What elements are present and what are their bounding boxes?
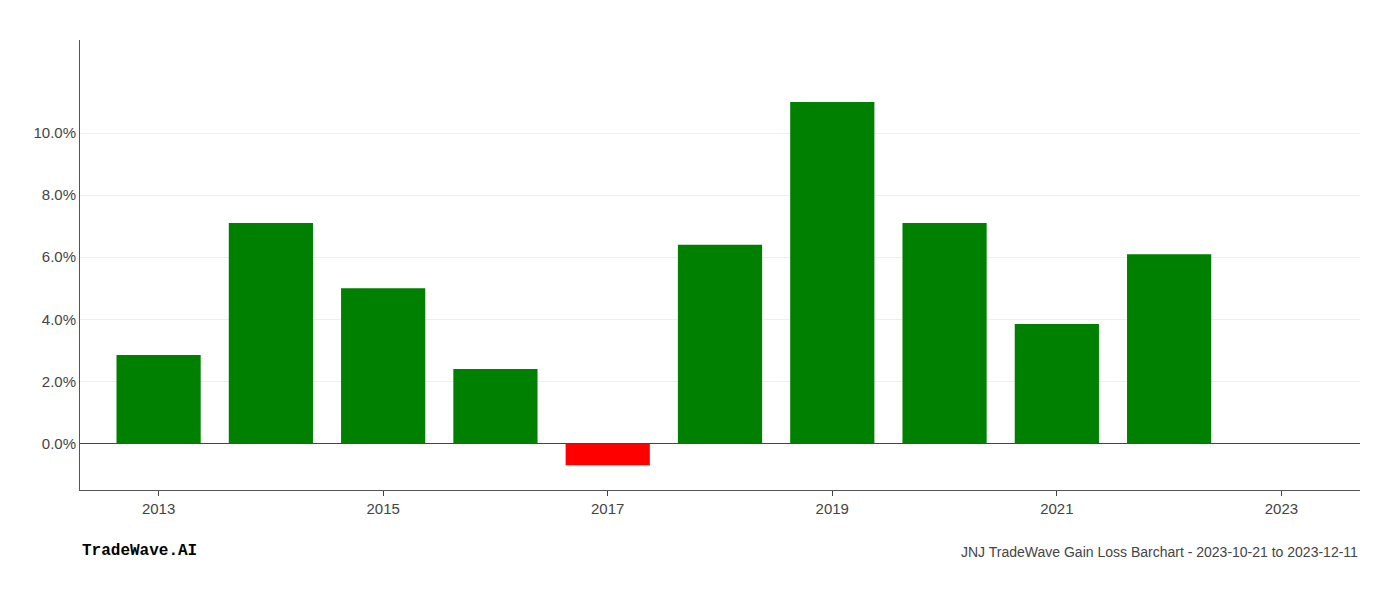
svg-text:2019: 2019 [816, 500, 849, 517]
svg-text:8.0%: 8.0% [42, 186, 76, 203]
svg-text:2013: 2013 [142, 500, 175, 517]
svg-text:6.0%: 6.0% [42, 248, 76, 265]
svg-text:2015: 2015 [366, 500, 399, 517]
svg-text:JNJ TradeWave Gain Loss Barcha: JNJ TradeWave Gain Loss Barchart - 2023-… [961, 544, 1358, 560]
svg-text:10.0%: 10.0% [33, 124, 76, 141]
svg-text:2.0%: 2.0% [42, 373, 76, 390]
svg-text:0.0%: 0.0% [42, 435, 76, 452]
svg-text:4.0%: 4.0% [42, 311, 76, 328]
svg-text:TradeWave.AI: TradeWave.AI [82, 542, 197, 560]
svg-text:2021: 2021 [1040, 500, 1073, 517]
svg-text:2023: 2023 [1265, 500, 1298, 517]
svg-text:2017: 2017 [591, 500, 624, 517]
